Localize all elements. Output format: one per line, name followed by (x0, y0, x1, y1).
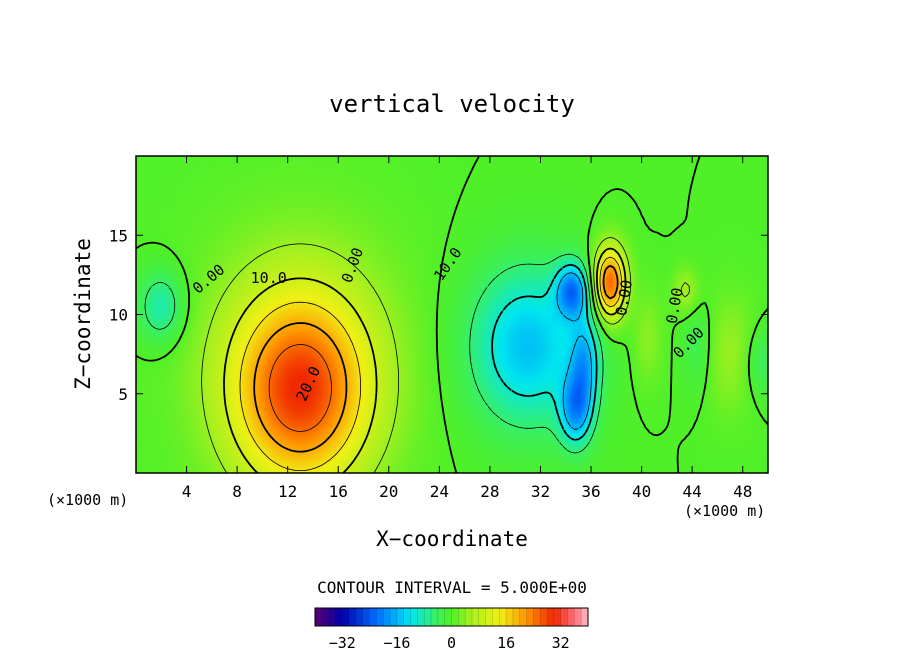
x-tick-label: 40 (632, 482, 651, 501)
colorbar-tick-label: −32 (329, 634, 356, 652)
colorbar-swatch (574, 608, 582, 626)
contour-15 (239, 256, 622, 471)
colorbar-swatch (519, 608, 527, 626)
colorbar-swatches (314, 608, 589, 626)
colorbar-swatch (328, 608, 336, 626)
contour--15 (556, 272, 592, 430)
colorbar-swatch (410, 608, 418, 626)
colorbar-swatch (499, 608, 507, 626)
colorbar-swatch (478, 608, 486, 626)
colorbar-swatch (362, 608, 370, 626)
colorbar-swatch (437, 608, 445, 626)
contour-10 (223, 247, 627, 474)
colorbar-frame (314, 607, 589, 627)
colorbar-swatch (403, 608, 411, 626)
colorbar: −32 −16 0 16 32 (314, 607, 589, 652)
x-tick-label: 32 (531, 482, 550, 501)
colorbar-swatch (321, 608, 329, 626)
colorbar-swatch (383, 608, 391, 626)
contour-5 (201, 237, 690, 474)
x-tick-label: 28 (480, 482, 499, 501)
contour-20 (253, 264, 619, 453)
x-tick-label: 24 (430, 482, 449, 501)
colorbar-tick-label: −16 (383, 634, 410, 652)
contour-label: 0.00 (663, 286, 687, 325)
colorbar-swatch (567, 608, 575, 626)
y-axis: 5 10 15 (109, 226, 768, 404)
colorbar-swatch (485, 608, 493, 626)
y-tick-label: 5 (118, 385, 128, 404)
colorbar-swatch (506, 608, 514, 626)
colorbar-swatch (471, 608, 480, 626)
colorbar-swatch (553, 608, 561, 626)
colorbar-swatch (512, 608, 521, 626)
colorbar-swatch (547, 608, 555, 626)
contour--10 (491, 263, 598, 441)
colorbar-swatch (335, 608, 343, 626)
colorbar-swatch (396, 608, 405, 626)
colorbar-swatch (390, 608, 398, 626)
colorbar-swatch (349, 608, 357, 626)
x-tick-label: 20 (379, 482, 398, 501)
x-tick-label: 44 (683, 482, 702, 501)
contour--5 (144, 253, 604, 454)
x-unit-left: (×1000 m) (47, 491, 128, 509)
colorbar-swatch (451, 608, 459, 626)
x-tick-label: 4 (182, 482, 192, 501)
colorbar-tick-label: 0 (447, 634, 456, 652)
colorbar-swatch (533, 608, 541, 626)
x-tick-label: 8 (232, 482, 242, 501)
plot-area: 10.020.00.00 10.00.000.000.000.00 (135, 155, 769, 474)
x-tick-label: 16 (329, 482, 348, 501)
colorbar-swatch (355, 608, 364, 626)
colorbar-swatch (444, 608, 452, 626)
velocity-field (136, 156, 768, 473)
colorbar-swatch (424, 608, 432, 626)
colorbar-swatch (581, 608, 589, 626)
x-tick-label: 48 (733, 482, 752, 501)
colorbar-swatch (431, 608, 439, 626)
colorbar-ticks: −32 −16 0 16 32 (329, 634, 570, 652)
colorbar-swatch (417, 608, 425, 626)
colorbar-swatch (526, 608, 534, 626)
contour-lines (135, 155, 769, 474)
chart-title: vertical velocity (329, 90, 575, 118)
y-tick-label: 10 (109, 306, 128, 325)
x-axis: 4 8 12 16 20 24 28 32 36 40 44 48 (182, 156, 752, 501)
colorbar-swatch (560, 608, 568, 626)
contour-25 (268, 344, 332, 432)
colorbar-tick-label: 16 (497, 634, 515, 652)
colorbar-swatch (342, 608, 350, 626)
x-tick-label: 36 (581, 482, 600, 501)
contour-interval-label: CONTOUR INTERVAL = 5.000E+00 (317, 578, 587, 597)
colorbar-swatch (458, 608, 466, 626)
y-axis-label: Z−coordinate (71, 238, 95, 390)
colorbar-swatch (376, 608, 384, 626)
colorbar-tick-label: 32 (552, 634, 570, 652)
x-axis-label: X−coordinate (376, 527, 528, 551)
colorbar-swatch (492, 608, 500, 626)
contour-0 (135, 155, 769, 474)
colorbar-swatch (540, 608, 548, 626)
colorbar-swatch (465, 608, 473, 626)
x-unit-right: (×1000 m) (684, 502, 765, 520)
x-tick-label: 12 (278, 482, 297, 501)
contour-label: 10.0 (251, 269, 287, 287)
contour-label: 0.00 (612, 278, 636, 317)
colorbar-swatch (369, 608, 377, 626)
y-tick-label: 15 (109, 226, 128, 245)
colorbar-swatch (315, 608, 323, 626)
